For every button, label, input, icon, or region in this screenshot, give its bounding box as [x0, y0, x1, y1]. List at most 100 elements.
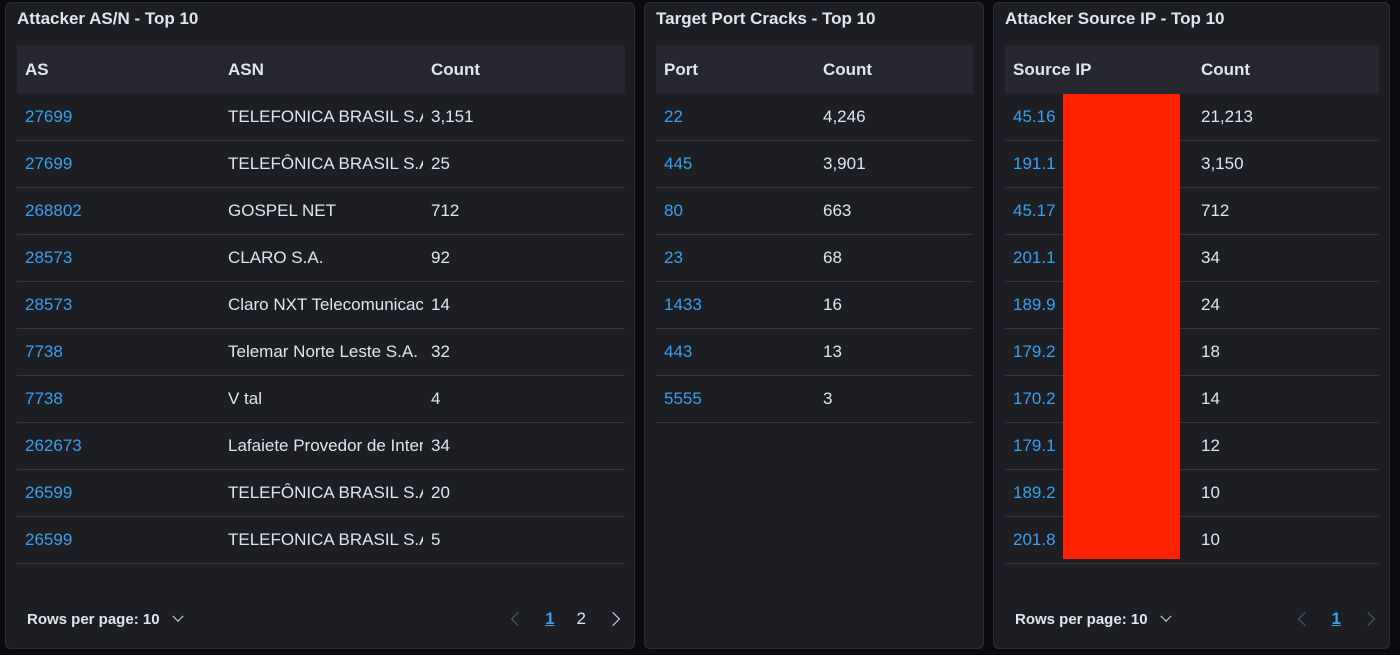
previous-page-icon[interactable] [1297, 611, 1312, 627]
cell-count: 3,150 [1201, 154, 1244, 173]
column-header-count[interactable]: Count [431, 59, 481, 79]
cell-as[interactable]: 268802 [25, 201, 82, 220]
panel-title: Attacker Source IP - Top 10 [1005, 9, 1225, 28]
cell-asn: TELEFONICA BRASIL S.A [228, 107, 423, 126]
cell-asn: CLARO S.A. [228, 248, 324, 267]
panel-target-port: Target Port Cracks - Top 10 Port Count 2… [644, 2, 984, 649]
cell-as[interactable]: 26599 [25, 530, 73, 549]
table-row: 5555 3 [656, 376, 973, 423]
cell-as[interactable]: 262673 [25, 436, 82, 455]
cell-source-ip[interactable]: 189.9 [1013, 295, 1056, 314]
source-ip-table: Source IP Count 45.16 21,213 191.1 3,150 45.… [1005, 45, 1379, 564]
cell-asn: TELEFÔNICA BRASIL S.A [228, 154, 423, 173]
cell-count: 10 [1201, 483, 1220, 502]
cell-source-ip[interactable]: 45.17 [1013, 201, 1056, 220]
cell-asn: Claro NXT Telecomunicacoes [228, 295, 423, 314]
next-page-icon[interactable] [605, 611, 621, 627]
cell-count: 663 [823, 201, 852, 220]
cell-count: 92 [431, 248, 450, 267]
table-row: 170.2 14 [1005, 376, 1379, 423]
cell-source-ip[interactable]: 191.1 [1013, 154, 1056, 173]
column-header-count[interactable]: Count [823, 59, 873, 79]
cell-source-ip[interactable]: 179.1 [1013, 436, 1056, 455]
table-row: 45.16 21,213 [1005, 94, 1379, 141]
column-header-as[interactable]: AS [25, 59, 49, 79]
cell-source-ip[interactable]: 201.8 [1013, 530, 1056, 549]
cell-asn: TELEFÔNICA BRASIL S.A [228, 483, 423, 502]
panel-attacker-source-ip: Attacker Source IP - Top 10 Source IP Co… [993, 2, 1390, 649]
table-row: 26599 TELEFONICA BRASIL S.A 5 [17, 517, 625, 564]
cell-as[interactable]: 26599 [25, 483, 73, 502]
pagination: 1 2 [510, 609, 621, 629]
page-1-button[interactable]: 1 [1331, 609, 1341, 628]
cell-count: 21,213 [1201, 107, 1253, 126]
cell-as[interactable]: 7738 [25, 342, 63, 361]
cell-count: 13 [823, 342, 842, 361]
table-row: 201.1 34 [1005, 235, 1379, 282]
cell-asn: Lafaiete Provedor de Internet [228, 436, 423, 455]
cell-source-ip[interactable]: 179.2 [1013, 342, 1056, 361]
cell-count: 18 [1201, 342, 1220, 361]
table-row: 80 663 [656, 188, 973, 235]
rows-per-page-label: Rows per page: 10 [1015, 610, 1148, 628]
cell-count: 712 [1201, 201, 1230, 220]
cell-asn: Telemar Norte Leste S.A. [228, 342, 418, 361]
cell-port[interactable]: 23 [664, 248, 683, 267]
table-row: 445 3,901 [656, 141, 973, 188]
column-header-count[interactable]: Count [1201, 59, 1251, 79]
table-row: 191.1 3,150 [1005, 141, 1379, 188]
column-header-port[interactable]: Port [664, 59, 698, 79]
cell-as[interactable]: 7738 [25, 389, 63, 408]
table-row: 179.2 18 [1005, 329, 1379, 376]
cell-source-ip[interactable]: 170.2 [1013, 389, 1056, 408]
cell-port[interactable]: 80 [664, 201, 683, 220]
previous-page-icon[interactable] [510, 611, 526, 627]
cell-count: 25 [431, 154, 450, 173]
cell-as[interactable]: 27699 [25, 107, 73, 126]
page-2-button[interactable]: 2 [576, 609, 586, 628]
table-row: 443 13 [656, 329, 973, 376]
table-header: AS ASN Count [17, 45, 625, 94]
asn-table: AS ASN Count 27699 TELEFONICA BRASIL S.A 3… [17, 45, 625, 564]
chevron-down-icon [1159, 610, 1172, 622]
table-header: Port Count [656, 45, 973, 94]
cell-as[interactable]: 28573 [25, 248, 73, 267]
cell-port[interactable]: 5555 [664, 389, 702, 408]
cell-as[interactable]: 28573 [25, 295, 73, 314]
table-row: 22 4,246 [656, 94, 973, 141]
panel-title: Target Port Cracks - Top 10 [656, 9, 876, 28]
cell-count: 4,246 [823, 107, 866, 126]
table-row: 7738 Telemar Norte Leste S.A. 32 [17, 329, 625, 376]
table-row: 26599 TELEFÔNICA BRASIL S.A 20 [17, 470, 625, 517]
rows-per-page-button[interactable]: Rows per page: 10 [27, 611, 184, 628]
cell-port[interactable]: 443 [664, 342, 693, 361]
redaction-box [1063, 94, 1180, 559]
page-1-button[interactable]: 1 [545, 609, 555, 628]
table-header: Source IP Count [1005, 45, 1379, 94]
cell-count: 32 [431, 342, 450, 361]
cell-count: 10 [1201, 530, 1220, 549]
cell-port[interactable]: 445 [664, 154, 693, 173]
cell-port[interactable]: 22 [664, 107, 683, 126]
table-row: 28573 CLARO S.A. 92 [17, 235, 625, 282]
table-row: 201.8 10 [1005, 517, 1379, 564]
cell-count: 14 [1201, 389, 1220, 408]
cell-as[interactable]: 27699 [25, 154, 73, 173]
cell-count: 20 [431, 483, 450, 502]
table-row: 7738 V tal 4 [17, 376, 625, 423]
cell-port[interactable]: 1433 [664, 295, 702, 314]
cell-source-ip[interactable]: 189.2 [1013, 483, 1056, 502]
cell-source-ip[interactable]: 45.16 [1013, 107, 1056, 126]
column-header-source-ip[interactable]: Source IP [1013, 59, 1092, 79]
cell-source-ip[interactable]: 201.1 [1013, 248, 1056, 267]
next-page-icon[interactable] [1360, 611, 1376, 627]
table-footer: Rows per page: 10 1 [1015, 608, 1376, 630]
column-header-asn[interactable]: ASN [228, 59, 264, 79]
cell-count: 34 [431, 436, 450, 455]
cell-asn: TELEFONICA BRASIL S.A [228, 530, 423, 549]
rows-per-page-button[interactable]: Rows per page: 10 [1015, 610, 1172, 628]
panel-attacker-asn: Attacker AS/N - Top 10 AS ASN Count 2769… [5, 2, 635, 649]
cell-count: 12 [1201, 436, 1220, 455]
cell-count: 3,151 [431, 107, 474, 126]
table-row: 45.17 712 [1005, 188, 1379, 235]
